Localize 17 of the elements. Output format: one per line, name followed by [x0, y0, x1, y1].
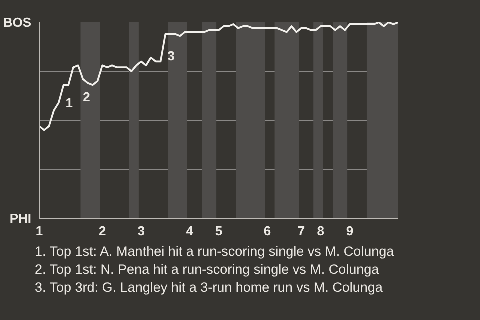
text: BOS — [3, 15, 32, 30]
x-tick-label: 3 — [138, 224, 145, 238]
x-tick-label: 1 — [36, 224, 44, 238]
x-tick-label: 2 — [98, 224, 106, 238]
x-tick-label: 5 — [215, 224, 223, 238]
text: 2. Top 1st: N. Pena hit a run-scoring single vs M. Colunga — [35, 261, 380, 279]
annotation: 2 — [83, 89, 90, 104]
x-tick-label: 6 — [264, 224, 272, 238]
x-tick-label: 7 — [298, 224, 306, 238]
x-tick-label: 9 — [346, 224, 354, 238]
text: PHI — [10, 211, 32, 226]
x-tick-label: 4 — [186, 224, 194, 238]
x-tick-label: 8 — [317, 224, 324, 238]
annotation: 1 — [66, 95, 73, 110]
text: 3. Top 3rd: G. Langley hit a 3-run home run vs M. Colunga — [35, 279, 384, 297]
annotation: 3 — [168, 48, 175, 64]
text: 1. Top 1st: A. Manthei hit a run-scoring single vs M. Colunga — [35, 243, 394, 261]
